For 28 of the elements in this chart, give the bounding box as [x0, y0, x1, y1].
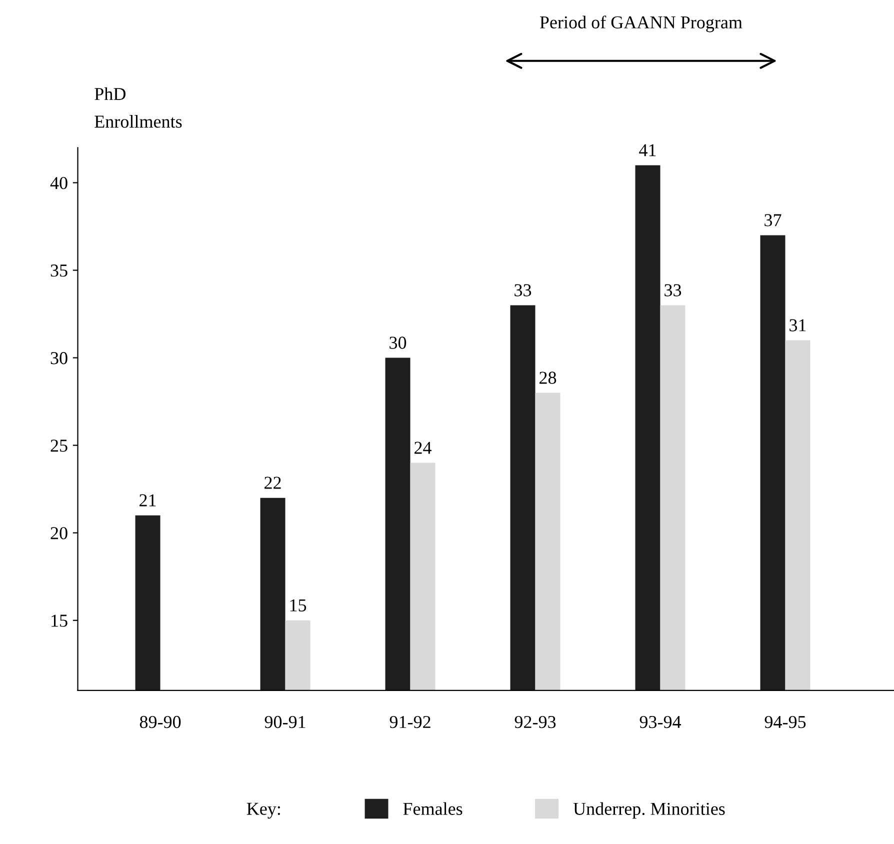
y-tick-label: 35 [50, 264, 68, 277]
legend-label: Females [403, 802, 462, 815]
data-label: 21 [140, 494, 156, 506]
y-tick-label: 40 [50, 176, 68, 190]
data-label: 41 [639, 144, 656, 156]
data-label: 33 [514, 284, 532, 296]
data-label: 24 [414, 442, 432, 454]
y-tick-label: 15 [52, 614, 68, 627]
data-label: 30 [390, 336, 406, 349]
x-tick-label: 90-91 [264, 716, 306, 728]
x-tick-label: 94-95 [764, 716, 806, 728]
x-tick-label: 92-93 [514, 716, 556, 728]
x-tick-label: 89-90 [140, 716, 181, 728]
text: Period of GAANN Program [540, 16, 742, 32]
data-label: 37 [764, 214, 782, 226]
legend-label: Underrep. Minorities [573, 802, 725, 819]
data-label: 22 [264, 476, 281, 489]
data-label: 15 [290, 599, 306, 612]
x-tick-label: 93-94 [640, 716, 682, 728]
y-tick-label: 30 [50, 352, 68, 364]
y-tick-label: 25 [50, 440, 68, 452]
x-tick-label: 91-92 [390, 716, 430, 728]
y-tick-label: 20 [50, 527, 68, 540]
data-label: 33 [664, 284, 682, 296]
data-label: 28 [540, 372, 556, 384]
y-axis-title: PhD Enrollments [94, 87, 182, 128]
legend-title: Key: [246, 802, 280, 819]
data-label: 31 [790, 319, 806, 332]
